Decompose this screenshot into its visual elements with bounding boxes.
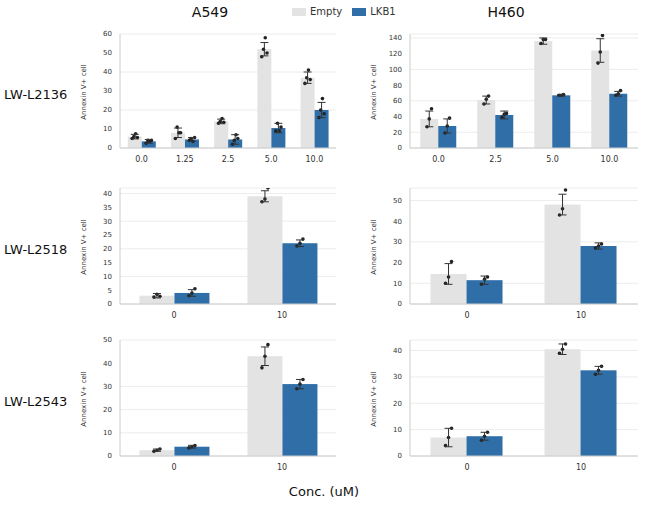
svg-text:35: 35	[103, 204, 112, 212]
svg-text:5.0: 5.0	[546, 155, 559, 164]
svg-text:30: 30	[393, 238, 402, 246]
svg-text:30: 30	[103, 383, 112, 391]
svg-text:20: 20	[393, 259, 402, 267]
svg-text:50: 50	[103, 49, 112, 57]
svg-text:10: 10	[393, 426, 402, 434]
svg-text:10.0: 10.0	[305, 155, 323, 164]
svg-text:25: 25	[103, 231, 112, 239]
svg-text:40: 40	[103, 68, 112, 76]
svg-text:50: 50	[103, 336, 112, 344]
svg-text:20: 20	[103, 106, 112, 114]
svg-text:20: 20	[393, 129, 402, 137]
svg-text:10: 10	[277, 463, 287, 472]
html-text:H460: H460	[487, 4, 525, 20]
svg-text:40: 40	[393, 113, 402, 121]
svg-text:10: 10	[576, 463, 586, 472]
html-text:A549: A549	[191, 4, 229, 20]
svg-text:5: 5	[108, 287, 112, 295]
svg-text:40: 40	[393, 218, 402, 226]
svg-text:2.5: 2.5	[489, 155, 502, 164]
html-text:Annexin V+ cell: Annexin V+ cell	[80, 219, 88, 275]
svg-text:0: 0	[398, 144, 402, 152]
html-text:LW-L2543: LW-L2543	[4, 394, 68, 409]
html-text:LW-L2136: LW-L2136	[4, 87, 68, 102]
svg-text:10: 10	[103, 273, 112, 281]
html-text:LKB1: LKB1	[370, 6, 396, 17]
html-text:LW-L2518: LW-L2518	[4, 242, 68, 257]
svg-text:20: 20	[393, 400, 402, 408]
svg-text:0: 0	[108, 452, 112, 460]
svg-text:40: 40	[103, 360, 112, 368]
svg-text:80: 80	[393, 82, 402, 90]
html-text:Annexin V+ cell: Annexin V+ cell	[80, 371, 88, 427]
svg-text:1.25: 1.25	[176, 155, 194, 164]
svg-text:30: 30	[393, 373, 402, 381]
svg-text:10: 10	[576, 311, 586, 320]
svg-text:60: 60	[393, 97, 402, 105]
svg-text:2.5: 2.5	[222, 155, 235, 164]
html-text:Annexin V+ cell: Annexin V+ cell	[370, 64, 378, 120]
svg-text:10: 10	[103, 125, 112, 133]
svg-text:50: 50	[393, 197, 402, 205]
html-text:Annexin V+ cell: Annexin V+ cell	[370, 219, 378, 275]
svg-text:0: 0	[171, 311, 176, 320]
svg-text:10.0: 10.0	[601, 155, 619, 164]
svg-text:0: 0	[108, 144, 112, 152]
svg-text:0: 0	[464, 311, 469, 320]
svg-text:0: 0	[398, 300, 402, 308]
svg-text:0: 0	[398, 452, 402, 460]
svg-text:0: 0	[108, 300, 112, 308]
svg-text:60: 60	[103, 30, 112, 38]
svg-text:0: 0	[171, 463, 176, 472]
svg-text:100: 100	[389, 66, 402, 74]
svg-text:0.0: 0.0	[432, 155, 445, 164]
svg-text:40: 40	[103, 190, 112, 198]
svg-text:10: 10	[103, 429, 112, 437]
svg-text:10: 10	[393, 280, 402, 288]
svg-text:10: 10	[277, 311, 287, 320]
html-text:Empty: Empty	[310, 6, 343, 17]
html-text:Annexin V+ cell: Annexin V+ cell	[370, 371, 378, 427]
svg-text:140: 140	[389, 34, 402, 42]
svg-text:30: 30	[103, 218, 112, 226]
html-text:Conc. (uM): Conc. (uM)	[288, 484, 360, 499]
svg-text:0.0: 0.0	[135, 155, 148, 164]
svg-text:20: 20	[103, 406, 112, 414]
svg-text:40: 40	[393, 347, 402, 355]
html-text:Annexin V+ cell: Annexin V+ cell	[80, 64, 88, 120]
svg-text:20: 20	[103, 245, 112, 253]
svg-text:30: 30	[103, 87, 112, 95]
svg-text:15: 15	[103, 259, 112, 267]
svg-text:5.0: 5.0	[265, 155, 278, 164]
svg-text:0: 0	[464, 463, 469, 472]
svg-text:120: 120	[389, 50, 402, 58]
